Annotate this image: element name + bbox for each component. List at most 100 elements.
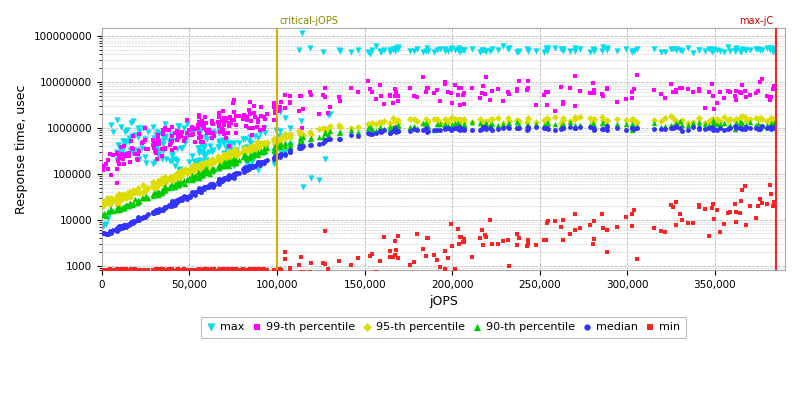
min bbox=[255, 266, 268, 273]
95-th percentile bbox=[219, 156, 232, 162]
max bbox=[244, 163, 257, 170]
max bbox=[212, 126, 225, 133]
max bbox=[370, 43, 382, 50]
90-th percentile bbox=[751, 121, 764, 128]
90-th percentile bbox=[374, 127, 387, 133]
max bbox=[178, 140, 191, 146]
90-th percentile bbox=[173, 182, 186, 188]
median bbox=[136, 214, 149, 220]
90-th percentile bbox=[105, 206, 118, 212]
min bbox=[664, 202, 677, 208]
min bbox=[212, 266, 225, 273]
median bbox=[475, 126, 488, 132]
90-th percentile bbox=[193, 172, 206, 179]
min bbox=[153, 268, 166, 274]
min bbox=[182, 267, 195, 274]
90-th percentile bbox=[569, 122, 582, 128]
90-th percentile bbox=[626, 127, 638, 134]
99-th percentile bbox=[522, 77, 534, 84]
90-th percentile bbox=[452, 122, 465, 128]
min bbox=[138, 267, 151, 273]
99-th percentile bbox=[194, 138, 207, 145]
median bbox=[244, 164, 257, 171]
95-th percentile bbox=[171, 170, 184, 177]
90-th percentile bbox=[383, 124, 396, 130]
max bbox=[764, 47, 777, 54]
min bbox=[165, 267, 178, 274]
min bbox=[323, 270, 336, 276]
99-th percentile bbox=[219, 118, 232, 124]
median bbox=[138, 214, 151, 220]
99-th percentile bbox=[738, 88, 751, 94]
max bbox=[279, 115, 292, 122]
90-th percentile bbox=[173, 179, 186, 186]
max bbox=[230, 148, 242, 154]
95-th percentile bbox=[115, 197, 128, 204]
90-th percentile bbox=[156, 188, 169, 194]
max bbox=[159, 156, 172, 162]
min bbox=[351, 254, 364, 261]
90-th percentile bbox=[170, 181, 183, 188]
95-th percentile bbox=[252, 141, 265, 148]
95-th percentile bbox=[191, 162, 204, 169]
median bbox=[97, 230, 110, 236]
95-th percentile bbox=[195, 162, 208, 169]
median bbox=[279, 151, 292, 157]
95-th percentile bbox=[146, 178, 159, 185]
99-th percentile bbox=[479, 90, 492, 97]
median bbox=[318, 136, 331, 143]
99-th percentile bbox=[227, 117, 240, 124]
95-th percentile bbox=[480, 117, 493, 124]
max bbox=[569, 45, 582, 52]
median bbox=[130, 217, 143, 224]
99-th percentile bbox=[724, 89, 737, 96]
95-th percentile bbox=[200, 160, 213, 166]
95-th percentile bbox=[458, 119, 470, 125]
95-th percentile bbox=[389, 118, 402, 124]
95-th percentile bbox=[297, 132, 310, 138]
90-th percentile bbox=[522, 123, 534, 130]
99-th percentile bbox=[200, 120, 213, 126]
min bbox=[760, 201, 773, 208]
99-th percentile bbox=[625, 94, 638, 101]
max bbox=[411, 46, 424, 52]
min bbox=[738, 183, 751, 189]
min bbox=[610, 224, 623, 230]
min bbox=[193, 266, 206, 272]
median bbox=[431, 127, 444, 134]
90-th percentile bbox=[630, 122, 643, 129]
90-th percentile bbox=[295, 138, 308, 145]
99-th percentile bbox=[142, 146, 154, 152]
99-th percentile bbox=[698, 104, 711, 111]
median bbox=[554, 126, 567, 132]
95-th percentile bbox=[105, 195, 118, 201]
90-th percentile bbox=[131, 197, 144, 204]
95-th percentile bbox=[152, 182, 165, 188]
min bbox=[502, 237, 514, 244]
median bbox=[222, 173, 234, 179]
99-th percentile bbox=[136, 139, 149, 145]
95-th percentile bbox=[407, 116, 420, 122]
95-th percentile bbox=[764, 115, 777, 121]
99-th percentile bbox=[658, 95, 671, 101]
95-th percentile bbox=[170, 171, 183, 177]
95-th percentile bbox=[610, 115, 623, 122]
90-th percentile bbox=[243, 155, 256, 161]
max bbox=[583, 48, 596, 55]
90-th percentile bbox=[238, 152, 250, 158]
99-th percentile bbox=[150, 156, 163, 162]
95-th percentile bbox=[147, 184, 160, 191]
99-th percentile bbox=[222, 123, 235, 129]
min bbox=[189, 267, 202, 274]
90-th percentile bbox=[557, 122, 570, 128]
max bbox=[522, 48, 534, 54]
99-th percentile bbox=[164, 138, 177, 144]
99-th percentile bbox=[297, 106, 310, 113]
min bbox=[206, 266, 218, 273]
90-th percentile bbox=[118, 204, 130, 211]
max bbox=[98, 222, 110, 228]
min bbox=[540, 237, 553, 243]
99-th percentile bbox=[237, 116, 250, 122]
median bbox=[193, 187, 206, 193]
90-th percentile bbox=[198, 170, 210, 177]
